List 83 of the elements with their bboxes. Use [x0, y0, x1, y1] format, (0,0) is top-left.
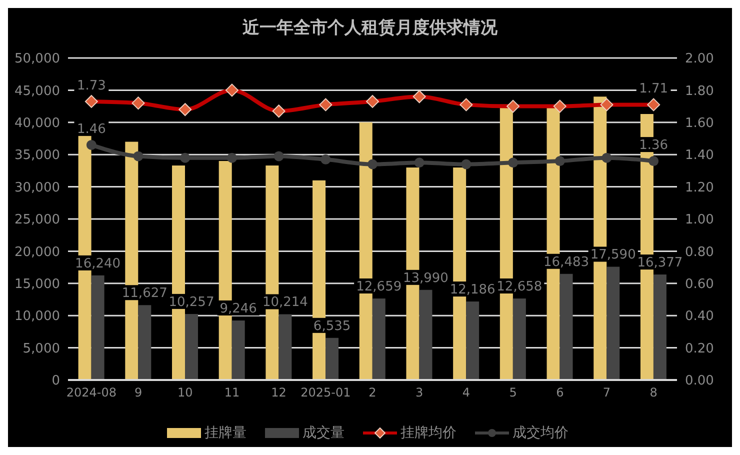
x-tick-label: 11 — [224, 386, 240, 400]
x-tick-label: 9 — [134, 386, 142, 400]
point — [554, 156, 565, 166]
x-tick-label: 4 — [462, 386, 470, 400]
y2-tick-label: 0.40 — [685, 309, 714, 324]
legend-label: 成交量 — [302, 424, 344, 442]
point — [274, 151, 284, 162]
point — [226, 152, 237, 163]
point — [508, 158, 518, 168]
y-tick-label: 25,000 — [14, 212, 60, 228]
point — [602, 152, 612, 163]
y-tick-label: 45,000 — [14, 84, 60, 99]
bar — [326, 338, 339, 380]
y2-tick-label: 1.60 — [685, 116, 714, 132]
y-tick-label: 0 — [52, 374, 60, 389]
x-tick-label: 7 — [602, 386, 611, 400]
bar — [185, 314, 198, 380]
point — [180, 152, 190, 163]
y2-tick-label: 0.60 — [685, 277, 714, 292]
y-tick-label: 15,000 — [14, 277, 60, 292]
bar — [91, 275, 104, 380]
data-label: 6,535 — [313, 318, 351, 334]
data-label: 1.36 — [639, 138, 668, 154]
data-label: 12,186 — [450, 282, 496, 298]
bar — [560, 274, 573, 380]
data-label: 9,246 — [220, 301, 257, 316]
y2-tick-label: 2.00 — [685, 52, 714, 67]
y-tick-label: 50,000 — [14, 52, 60, 67]
bar — [653, 274, 666, 380]
point — [461, 159, 472, 170]
bar — [466, 302, 480, 380]
legend-label: 挂牌量 — [204, 424, 246, 442]
data-label: 10,214 — [262, 295, 308, 310]
y2-tick-label: 0.80 — [685, 244, 714, 260]
x-tick-label: 12 — [271, 386, 286, 400]
y-tick-label: 40,000 — [14, 116, 60, 132]
data-label: 16,377 — [637, 256, 683, 271]
data-label: 1.73 — [76, 78, 106, 94]
data-label: 1.71 — [639, 82, 668, 97]
x-tick-label: 10 — [177, 386, 193, 400]
x-tick-label: 2 — [368, 386, 376, 400]
chart-title: 近一年全市个人租赁月度供求情况 — [242, 17, 498, 40]
data-label: 12,659 — [356, 279, 402, 294]
x-tick-label: 3 — [416, 386, 424, 400]
bar — [232, 320, 245, 380]
x-tick-label: 2025-01 — [300, 386, 351, 400]
bar — [606, 266, 620, 380]
y-tick-label: 35,000 — [14, 148, 60, 164]
data-label: 11,627 — [122, 286, 168, 302]
x-tick-label: 5 — [509, 386, 517, 400]
x-tick-label: 6 — [556, 386, 564, 400]
y-tick-label: 5,000 — [22, 341, 60, 356]
x-tick-label: 2024-08 — [66, 386, 116, 400]
x-tick-label: 8 — [650, 386, 658, 400]
bar — [278, 314, 292, 380]
y2-tick-label: 1.40 — [685, 148, 714, 164]
data-label: 13,990 — [402, 270, 448, 286]
data-label: 16,240 — [75, 256, 121, 272]
y-tick-label: 10,000 — [14, 309, 60, 324]
point — [414, 158, 424, 168]
data-label: 10,257 — [168, 294, 214, 310]
bar — [372, 298, 386, 380]
y-tick-label: 30,000 — [14, 180, 60, 196]
point — [368, 159, 378, 170]
legend-label: 挂牌均价 — [400, 424, 456, 442]
y2-tick-label: 0.00 — [685, 374, 714, 389]
y2-tick-label: 1.20 — [685, 180, 714, 196]
point — [86, 140, 96, 150]
data-label: 12,658 — [496, 279, 542, 294]
data-label: 17,590 — [590, 248, 636, 263]
y-tick-label: 20,000 — [14, 244, 60, 260]
bar — [138, 305, 152, 380]
data-label: 1.46 — [76, 122, 106, 137]
bar — [512, 298, 526, 380]
bar — [419, 290, 432, 380]
y2-tick-label: 1.00 — [685, 212, 714, 228]
point — [133, 151, 144, 162]
y2-tick-label: 1.80 — [685, 84, 714, 99]
point — [320, 154, 331, 164]
point — [648, 156, 659, 166]
data-label: 16,483 — [544, 254, 590, 270]
legend-label: 成交均价 — [512, 424, 568, 442]
y2-tick-label: 0.20 — [685, 341, 714, 356]
